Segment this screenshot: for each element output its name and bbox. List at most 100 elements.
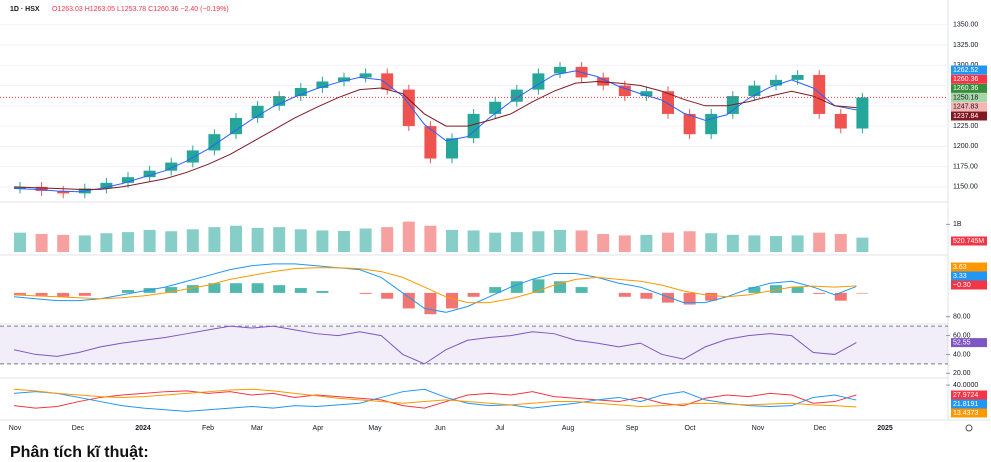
volume-bar [338,230,350,252]
rsi-band [0,326,948,364]
macd-histogram [316,290,329,293]
time-label: 2024 [135,425,151,432]
macd-histogram [575,287,588,293]
volume-bar [813,232,826,252]
price-badge [951,111,987,121]
candle-body [100,182,113,189]
price-badge-label: 1247.83 [953,104,978,111]
candle-body [14,186,26,189]
volume-bar [510,232,523,252]
time-label: Feb [202,425,214,432]
macd-line [13,267,857,304]
candle-body [316,81,329,88]
macd-histogram [640,292,653,299]
dmi-line [13,388,857,412]
candle-body [489,101,502,114]
candle-body [338,77,350,82]
macd-histogram [662,292,674,303]
volume-bar [122,232,134,252]
settings-icon[interactable] [965,424,973,432]
price-badge [951,408,987,418]
dmi-line [13,388,857,408]
macd-histogram [35,292,48,296]
candle-body [251,105,264,118]
y-tick-label: 1150.00 [953,184,978,191]
macd-histogram [813,292,826,294]
volume-bar [856,237,869,252]
macd-histogram [510,281,523,293]
rsi-line [13,325,857,365]
candle-body [532,73,545,90]
price-badge [951,271,987,281]
volume-bar [100,233,113,252]
volume-bar [208,227,221,252]
price-badge [951,390,987,400]
y-tick-label: 40.0000 [953,382,978,389]
price-badge-label: 13.4373 [953,410,978,417]
y-tick-label: 80.00 [953,314,971,321]
candle-body [230,117,242,135]
volume-bar [186,229,199,252]
macd-histogram [770,285,782,293]
volume-bar [467,230,480,252]
macd-histogram [791,287,804,293]
price-badge-label: 52.55 [953,339,971,346]
y-tick-label: 1325.00 [953,42,978,49]
volume-bar [554,229,566,252]
candle-body [662,91,674,114]
candle-body [683,113,696,135]
price-badge-label: 27.9724 [953,392,978,399]
macd-histogram [359,292,372,294]
candle-body [467,113,480,139]
y-tick-label: 1B [953,221,962,228]
y-tick-label: 1200.00 [953,143,978,150]
candle-body [834,113,847,129]
volume-bar [618,235,631,252]
time-label: Nov [9,425,22,432]
volume-bar [359,228,372,252]
price-badge [951,102,987,112]
volume-bar [834,234,847,252]
candle-body [770,79,782,86]
volume-bar [402,221,415,252]
time-label: Mar [251,425,264,432]
price-badge [951,280,987,290]
time-label: Jul [496,425,505,432]
macd-histogram [705,292,718,301]
ohlc: O1263.03 H1263.05 L1253.78 C1260.36 −2.4… [52,6,229,13]
macd-histogram [683,292,696,305]
price-badge-label: 21.8191 [953,401,978,408]
volume-bar [14,232,26,252]
candle-body [748,85,761,97]
volume-bar [294,229,307,252]
volume-bar [143,229,156,252]
price-badge-label: −0.30 [953,282,971,289]
macd-histogram [186,285,199,293]
macd-histogram [424,292,437,315]
macd-histogram [57,292,70,297]
y-tick-label: 60.00 [953,332,971,339]
volume-bar [489,232,502,252]
time-label: Jun [434,425,445,432]
candle-body [791,75,804,80]
volume-bar [575,230,588,252]
volume-bar [683,231,696,252]
price-badge [951,83,987,93]
macd-histogram [618,292,631,297]
y-tick-label: 1225.00 [953,123,978,130]
macd-histogram [165,287,178,293]
price-badge-label: 520.745M [953,238,984,245]
macd-histogram [294,288,307,293]
price-badge-label: 1260.36 [953,85,978,92]
price-badge-label: 1237.84 [953,113,978,120]
time-label: May [368,425,382,432]
price-badge-label: 1260.36 [953,76,978,83]
volume-bar [381,227,394,252]
volume-bar [230,225,242,252]
candle-body [402,89,415,127]
volume-bar [640,234,653,252]
macd-histogram [143,288,156,293]
volume-bar [251,227,264,252]
